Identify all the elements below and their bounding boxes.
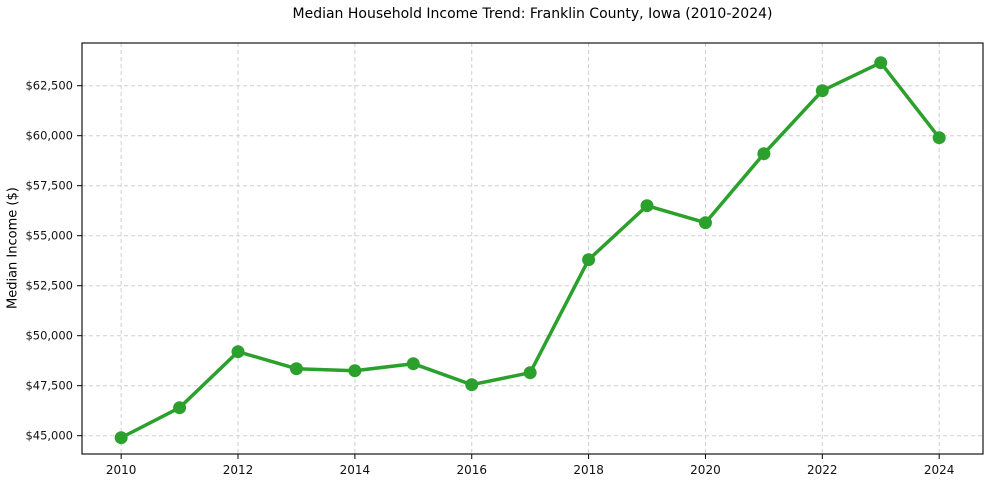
chart-title: Median Household Income Trend: Franklin … (292, 6, 773, 22)
x-tick-label: 2018 (573, 463, 604, 477)
data-point (231, 345, 245, 359)
x-tick-label: 2010 (106, 463, 137, 477)
y-tick-label: $45,000 (25, 429, 73, 443)
y-tick-label: $62,500 (25, 79, 73, 93)
data-point (348, 364, 362, 378)
x-tick-label: 2024 (924, 463, 955, 477)
data-point (932, 131, 946, 145)
data-point (523, 366, 537, 380)
data-point (815, 84, 829, 98)
y-tick-label: $57,500 (25, 179, 73, 193)
y-tick-label: $55,000 (25, 229, 73, 243)
x-tick-label: 2014 (340, 463, 371, 477)
data-point (874, 56, 888, 70)
x-tick-label: 2016 (456, 463, 487, 477)
data-point (698, 216, 712, 230)
x-tick-label: 2022 (807, 463, 838, 477)
series-line (119, 60, 941, 440)
data-point (406, 357, 420, 371)
plot-border (81, 42, 984, 455)
data-point (289, 362, 303, 376)
data-point (173, 401, 187, 415)
y-tick-label: $52,500 (25, 279, 73, 293)
x-tick-label: 2020 (690, 463, 721, 477)
data-point (114, 431, 128, 445)
data-point (757, 147, 771, 161)
y-tick-label: $50,000 (25, 329, 73, 343)
data-point (465, 378, 479, 392)
y-tick-label: $47,500 (25, 379, 73, 393)
y-tick-label: $60,000 (25, 129, 73, 143)
data-point (582, 253, 596, 267)
x-tick-label: 2012 (223, 463, 254, 477)
data-point (640, 199, 654, 213)
